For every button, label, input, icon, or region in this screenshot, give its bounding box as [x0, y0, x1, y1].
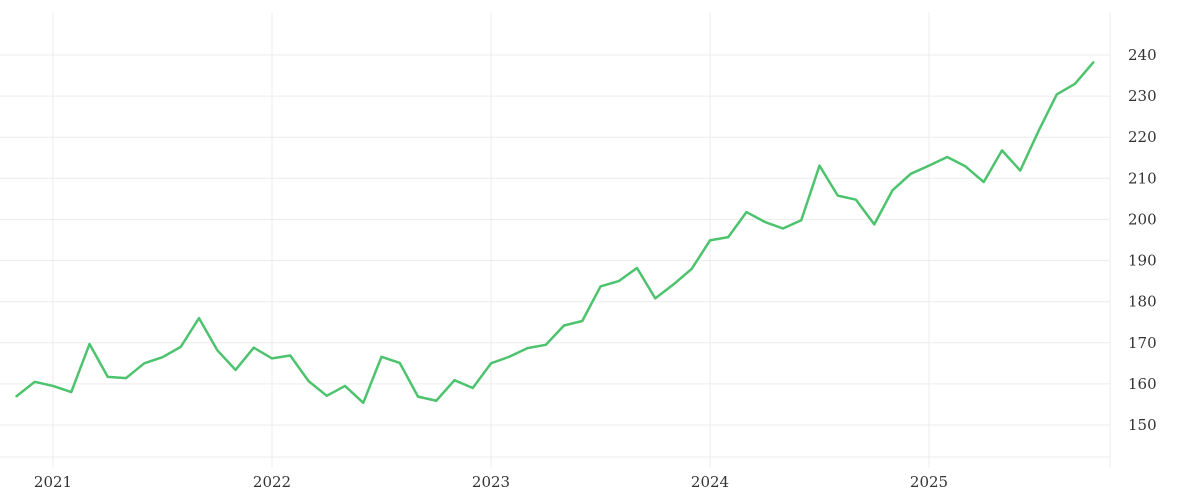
y-tick-label-150: 150	[1128, 416, 1157, 434]
horizontal-gridlines	[0, 54, 1110, 426]
y-tick-label-170: 170	[1128, 334, 1157, 352]
x-tick-label-2022: 2022	[253, 473, 291, 491]
price-line-series	[15, 61, 1095, 405]
x-tick-label-2023: 2023	[472, 473, 510, 491]
y-tick-label-190: 190	[1128, 252, 1157, 270]
y-tick-label-210: 210	[1128, 169, 1157, 187]
y-tick-label-180: 180	[1128, 293, 1157, 311]
y-tick-label-230: 230	[1128, 87, 1157, 105]
vertical-year-gridlines	[52, 12, 930, 468]
y-tick-label-200: 200	[1128, 210, 1157, 228]
x-tick-label-2021: 2021	[34, 473, 72, 491]
x-tick-label-2025: 2025	[910, 473, 948, 491]
x-axis-tick-labels: 2021 2022 2023 2024 2025	[34, 473, 948, 491]
y-tick-label-160: 160	[1128, 375, 1157, 393]
x-tick-label-2024: 2024	[691, 473, 729, 491]
y-tick-label-220: 220	[1128, 128, 1157, 146]
y-tick-label-240: 240	[1128, 46, 1157, 64]
y-axis-tick-labels: 150 160 170 180 190 200 210 220 230 240	[1128, 46, 1157, 434]
